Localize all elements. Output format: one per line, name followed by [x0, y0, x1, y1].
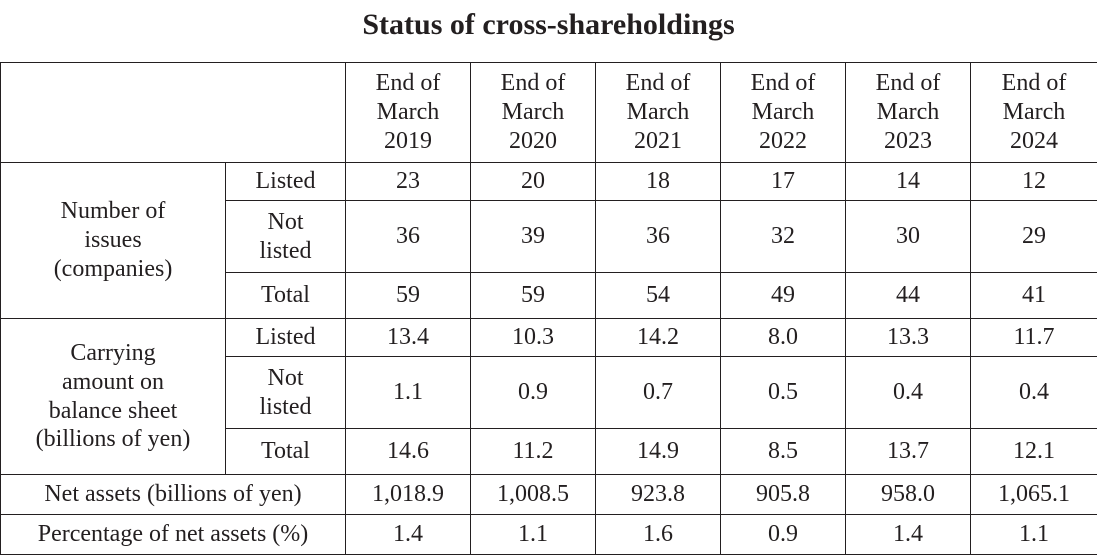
- value-cell: 29: [970, 200, 1097, 273]
- table-row: Total 59 59 54 49 44 41: [1, 272, 1097, 319]
- value-cell: 1.1: [345, 356, 471, 429]
- value-cell: 13.4: [345, 318, 471, 357]
- year-header-2020: End of March 2020: [470, 62, 596, 163]
- value-cell: 8.0: [720, 318, 846, 357]
- value-cell: 59: [345, 272, 471, 319]
- value-cell: 905.8: [720, 474, 846, 515]
- value-cell: 0.4: [845, 356, 971, 429]
- value-cell: 1.6: [595, 514, 721, 555]
- value-cell: 12.1: [970, 428, 1097, 475]
- value-cell: 30: [845, 200, 971, 273]
- value-cell: 1,008.5: [470, 474, 596, 515]
- table-row: Not listed 1.1 0.9 0.7 0.5 0.4 0.4: [1, 356, 1097, 429]
- value-cell: 11.7: [970, 318, 1097, 357]
- value-cell: 17: [720, 162, 846, 201]
- corner-cell: [0, 62, 346, 163]
- value-cell: 1,018.9: [345, 474, 471, 515]
- value-cell: 36: [345, 200, 471, 273]
- value-cell: 13.3: [845, 318, 971, 357]
- table-row: Number of issues (companies) Listed 23 2…: [0, 162, 1097, 319]
- value-cell: 14.9: [595, 428, 721, 475]
- value-cell: 54: [595, 272, 721, 319]
- value-cell: 14.2: [595, 318, 721, 357]
- value-cell: 0.7: [595, 356, 721, 429]
- year-header-2019: End of March 2019: [345, 62, 471, 163]
- row-label-not-listed: Not listed: [225, 200, 346, 273]
- value-cell: 14: [845, 162, 971, 201]
- value-cell: 8.5: [720, 428, 846, 475]
- value-cell: 958.0: [845, 474, 971, 515]
- section-label-number-of-issues: Number of issues (companies): [0, 162, 226, 319]
- value-cell: 13.7: [845, 428, 971, 475]
- value-cell: 1.1: [470, 514, 596, 555]
- value-cell: 10.3: [470, 318, 596, 357]
- year-header-2023: End of March 2023: [845, 62, 971, 163]
- footer-label-net-assets: Net assets (billions of yen): [0, 474, 346, 515]
- value-cell: 44: [845, 272, 971, 319]
- section-label-carrying-amount: Carrying amount on balance sheet (billio…: [0, 318, 226, 475]
- value-cell: 923.8: [595, 474, 721, 515]
- table-header-row: End of March 2019 End of March 2020 End …: [0, 62, 1097, 163]
- value-cell: 59: [470, 272, 596, 319]
- value-cell: 0.5: [720, 356, 846, 429]
- value-cell: 20: [470, 162, 596, 201]
- row-label-total: Total: [225, 428, 346, 475]
- year-header-2021: End of March 2021: [595, 62, 721, 163]
- value-cell: 1.4: [845, 514, 971, 555]
- row-label-not-listed: Not listed: [225, 356, 346, 429]
- cross-shareholdings-table: End of March 2019 End of March 2020 End …: [0, 62, 1097, 555]
- table-row: Carrying amount on balance sheet (billio…: [0, 318, 1097, 475]
- footer-label-percentage-net-assets: Percentage of net assets (%): [0, 514, 346, 555]
- value-cell: 23: [345, 162, 471, 201]
- row-label-listed: Listed: [225, 162, 346, 201]
- value-cell: 0.9: [470, 356, 596, 429]
- table-row: Net assets (billions of yen) 1,018.9 1,0…: [0, 474, 1097, 515]
- value-cell: 0.9: [720, 514, 846, 555]
- value-cell: 1.1: [970, 514, 1097, 555]
- value-cell: 36: [595, 200, 721, 273]
- value-cell: 0.4: [970, 356, 1097, 429]
- value-cell: 32: [720, 200, 846, 273]
- value-cell: 14.6: [345, 428, 471, 475]
- value-cell: 49: [720, 272, 846, 319]
- row-label-listed: Listed: [225, 318, 346, 357]
- value-cell: 1.4: [345, 514, 471, 555]
- value-cell: 41: [970, 272, 1097, 319]
- value-cell: 1,065.1: [970, 474, 1097, 515]
- value-cell: 11.2: [470, 428, 596, 475]
- value-cell: 18: [595, 162, 721, 201]
- year-header-2024: End of March 2024: [970, 62, 1097, 163]
- year-header-2022: End of March 2022: [720, 62, 846, 163]
- value-cell: 39: [470, 200, 596, 273]
- row-label-total: Total: [225, 272, 346, 319]
- value-cell: 12: [970, 162, 1097, 201]
- table-row: Percentage of net assets (%) 1.4 1.1 1.6…: [0, 514, 1097, 555]
- page-title: Status of cross-shareholdings: [362, 8, 735, 41]
